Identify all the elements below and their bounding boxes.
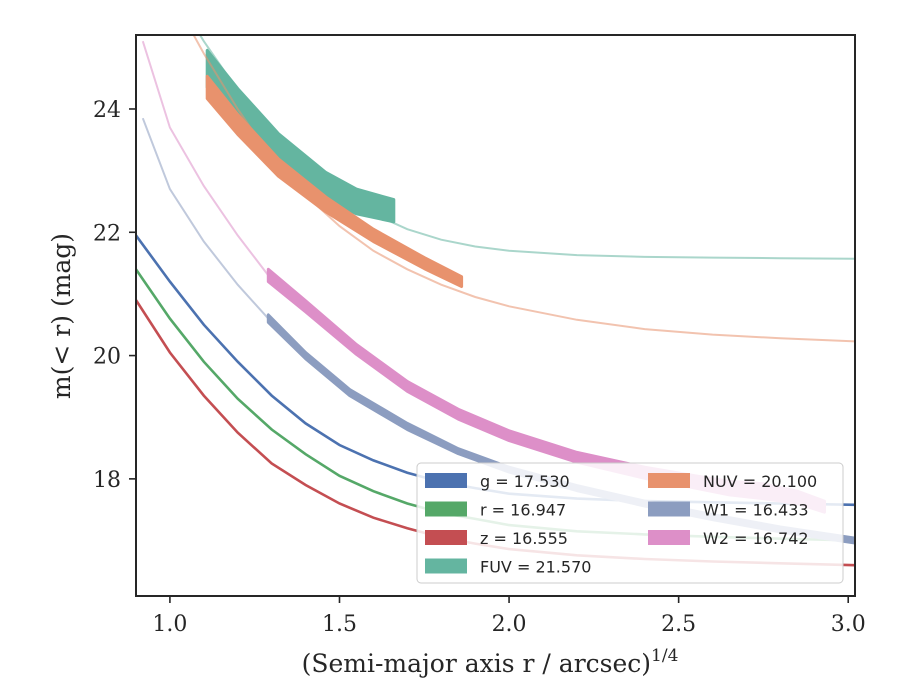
w2-model-curve <box>141 40 270 277</box>
legend: g = 17.530 r = 16.947 z = 16.555 FUV = 21.5… <box>416 462 844 584</box>
legend-box <box>416 462 844 584</box>
w1-model-curve <box>141 117 270 320</box>
y-tick-label: 20 <box>93 345 121 370</box>
x-tick-label: 3.0 <box>831 612 866 637</box>
legend-swatch-r <box>425 501 467 517</box>
legend-label-fuv: FUV = 21.570 <box>480 558 591 577</box>
y-tick-label: 18 <box>93 468 121 493</box>
legend-swatch-g <box>425 473 467 488</box>
w1-band <box>266 313 855 545</box>
legend-label-w2: W2 = 16.742 <box>703 529 809 548</box>
legend-swatch-nuv <box>648 473 690 488</box>
x-axis-label-superscript: 1/4 <box>651 646 678 666</box>
nuv-model-curve <box>192 35 855 343</box>
y-tick-label: 24 <box>93 98 121 123</box>
x-axis: 1.0 1.5 2.0 2.5 3.0 <box>152 596 866 637</box>
legend-swatch-w1 <box>648 501 690 517</box>
x-tick-label: 2.0 <box>492 612 527 637</box>
plot-frame <box>135 34 856 597</box>
x-axis-label-main: (Semi-major axis r / arcsec) <box>302 649 651 678</box>
legend-swatch-fuv <box>425 558 467 574</box>
legend-label-z: z = 16.555 <box>480 529 568 548</box>
legend-label-w1: W1 = 16.433 <box>703 501 809 520</box>
y-tick-label: 22 <box>93 221 121 246</box>
y-axis: 18 20 22 24 <box>93 98 136 493</box>
nuv-band <box>205 74 464 288</box>
legend-swatch-z <box>425 530 467 545</box>
x-tick-label: 2.5 <box>661 612 696 637</box>
legend-swatch-w2 <box>648 530 690 545</box>
x-tick-label: 1.5 <box>322 612 357 637</box>
y-axis-label: m(< r) (mag) <box>47 233 76 399</box>
legend-label-nuv: NUV = 20.100 <box>703 472 817 491</box>
x-tick-label: 1.0 <box>152 612 187 637</box>
legend-label-g: g = 17.530 <box>480 472 570 491</box>
legend-label-r: r = 16.947 <box>480 501 566 520</box>
x-axis-label: (Semi-major axis r / arcsec)1/4 <box>302 646 679 678</box>
